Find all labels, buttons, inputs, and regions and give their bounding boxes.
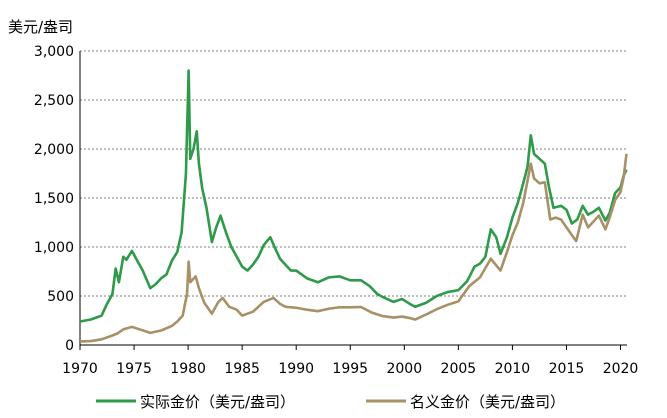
x-tick-label: 2010: [495, 361, 531, 377]
y-tick-label: 3,000: [34, 44, 74, 60]
y-tick-label: 2,500: [34, 93, 74, 109]
series-line-real: [79, 69, 628, 323]
x-tick-label: 1975: [116, 361, 152, 377]
y-tick-label: 2,000: [34, 142, 74, 158]
legend-label-real: 实际金价（美元/盎司）: [140, 393, 295, 411]
y-tick-label: 1,000: [34, 240, 74, 256]
x-tick-label: 2005: [441, 361, 477, 377]
x-tick-label: 1970: [62, 361, 98, 377]
x-tick-label: 2015: [549, 361, 585, 377]
y-tick-label: 1,500: [34, 191, 74, 207]
series-line-nominal: [79, 153, 628, 343]
legend: 实际金价（美元/盎司） 名义金价（美元/盎司）: [96, 393, 565, 411]
y-tick-label: 500: [47, 289, 74, 305]
series-lines: [79, 69, 628, 343]
x-tick-label: 1990: [278, 361, 314, 377]
x-tick-label: 2020: [603, 361, 639, 377]
y-tick-labels: 0 500 1,000 1,500 2,000 2,500 3,000: [34, 44, 74, 354]
y-axis-unit-label: 美元/盎司: [8, 18, 73, 36]
x-tick-label: 1980: [170, 361, 206, 377]
x-axis: 1970 1975 1980 1985 1990 1995 2000 2005 2010 2015…: [62, 51, 638, 377]
x-tick-label: 1985: [224, 361, 260, 377]
legend-label-nominal: 名义金价（美元/盎司）: [410, 393, 565, 411]
y-tick-label: 0: [65, 338, 74, 354]
x-tick-label: 1995: [332, 361, 368, 377]
gridlines: [80, 50, 627, 297]
x-tick-label: 2000: [386, 361, 422, 377]
